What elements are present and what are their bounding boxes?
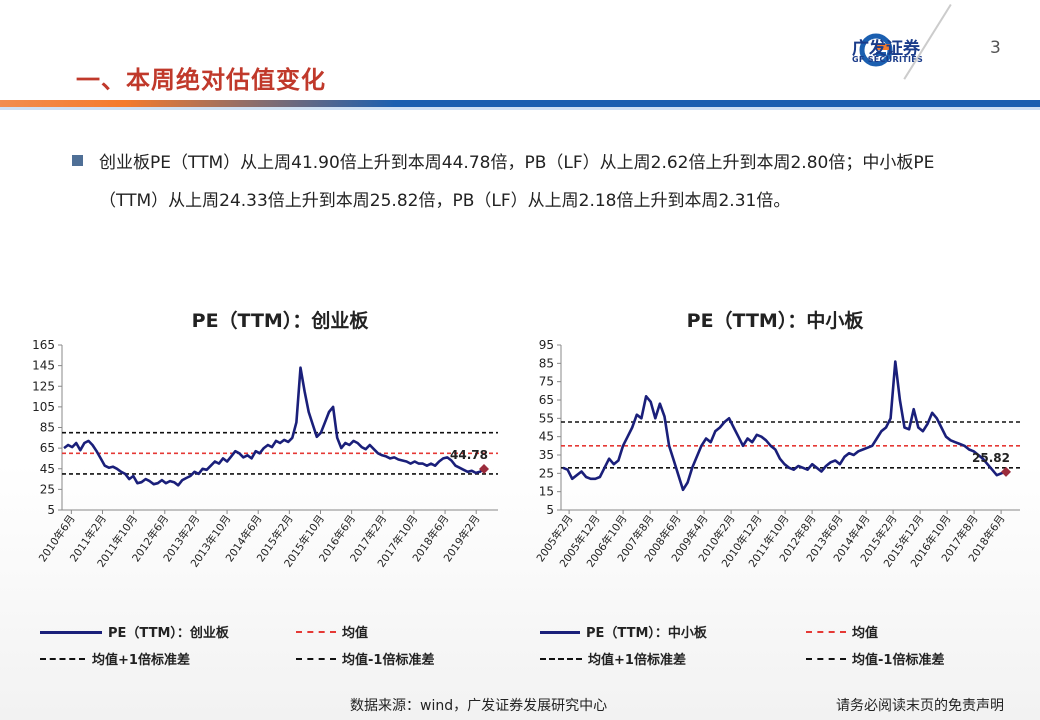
logo-text-en: GF SECURITIES xyxy=(852,55,924,64)
y-tick-label: 85 xyxy=(539,356,554,370)
y-tick-label: 5 xyxy=(47,503,55,517)
end-value-label: 44.78 xyxy=(450,448,488,462)
page-title: 一、本周绝对估值变化 xyxy=(76,65,326,94)
legend-swatch-mean xyxy=(806,631,846,633)
legend-swatch-mean xyxy=(296,631,336,633)
header-accent-bar xyxy=(0,100,1040,107)
chart-pe-chinext: 5254565851051251451652010年6月2011年2月2011年… xyxy=(32,338,498,570)
y-tick-label: 25 xyxy=(539,466,554,480)
chart-title-sme: PE（TTM）：中小板 xyxy=(686,310,864,332)
y-tick-label: 105 xyxy=(32,400,55,414)
legend-label-series: PE（TTM）：中小板 xyxy=(586,626,707,641)
legend-label-plus-std: 均值+1倍标准差 xyxy=(92,653,190,668)
footer-source: 数据来源：wind，广发证券发展研究中心 xyxy=(350,698,608,714)
slide-content xyxy=(0,110,1040,720)
legend-label-mean: 均值 xyxy=(852,626,879,641)
chart-title-chinext: PE（TTM）：创业板 xyxy=(191,310,369,332)
end-value-label: 25.82 xyxy=(972,451,1010,465)
legend-swatch-plus-std xyxy=(540,658,582,660)
legend-swatch-plus-std xyxy=(40,658,85,660)
legend-label-minus-std: 均值-1倍标准差 xyxy=(852,653,945,668)
legend-swatch-minus-std xyxy=(296,658,336,660)
slide-header: 一、本周绝对估值变化 广发证券 GF SECURITIES 3 xyxy=(0,0,1040,100)
legend-swatch-minus-std xyxy=(806,658,846,660)
legend-label-mean: 均值 xyxy=(342,626,369,641)
y-tick-label: 65 xyxy=(40,441,55,455)
y-tick-label: 25 xyxy=(40,482,55,496)
series-line xyxy=(63,366,485,487)
y-tick-label: 125 xyxy=(32,379,55,393)
y-tick-label: 165 xyxy=(32,338,55,352)
y-tick-label: 145 xyxy=(32,359,55,373)
legend-swatch-series xyxy=(40,631,102,634)
legend-label-minus-std: 均值-1倍标准差 xyxy=(342,653,435,668)
y-tick-label: 35 xyxy=(539,448,554,462)
y-tick-label: 15 xyxy=(539,485,554,499)
end-point-marker xyxy=(1001,466,1011,477)
y-tick-label: 75 xyxy=(539,375,554,389)
y-tick-label: 45 xyxy=(40,462,55,476)
chart-pe-sme: 51525354555657585952005年2月2005年12月2006年1… xyxy=(534,338,1020,570)
gf-logo-icon xyxy=(859,33,893,67)
series-line xyxy=(562,360,1007,492)
end-point-marker xyxy=(479,463,489,474)
legend-label-series: PE（TTM）：创业板 xyxy=(108,626,229,641)
page-number: 3 xyxy=(990,38,1001,58)
y-tick-label: 45 xyxy=(539,430,554,444)
y-tick-label: 95 xyxy=(539,338,554,352)
footer-disclaimer: 请务必阅读末页的免责声明 xyxy=(836,698,1004,714)
logo-text-cn: 广发证券 xyxy=(852,39,920,59)
header-accent-bar-light xyxy=(0,107,1040,110)
square-bullet-icon xyxy=(72,155,83,166)
y-tick-label: 5 xyxy=(546,503,554,517)
y-tick-label: 85 xyxy=(40,421,55,435)
legend-swatch-series xyxy=(540,631,580,634)
y-tick-label: 65 xyxy=(539,393,554,407)
legend-label-plus-std: 均值+1倍标准差 xyxy=(588,653,686,668)
bullet-text: 创业板PE（TTM）从上周41.90倍上升到本周44.78倍，PB（LF）从上周… xyxy=(99,153,935,211)
y-tick-label: 55 xyxy=(539,411,554,425)
